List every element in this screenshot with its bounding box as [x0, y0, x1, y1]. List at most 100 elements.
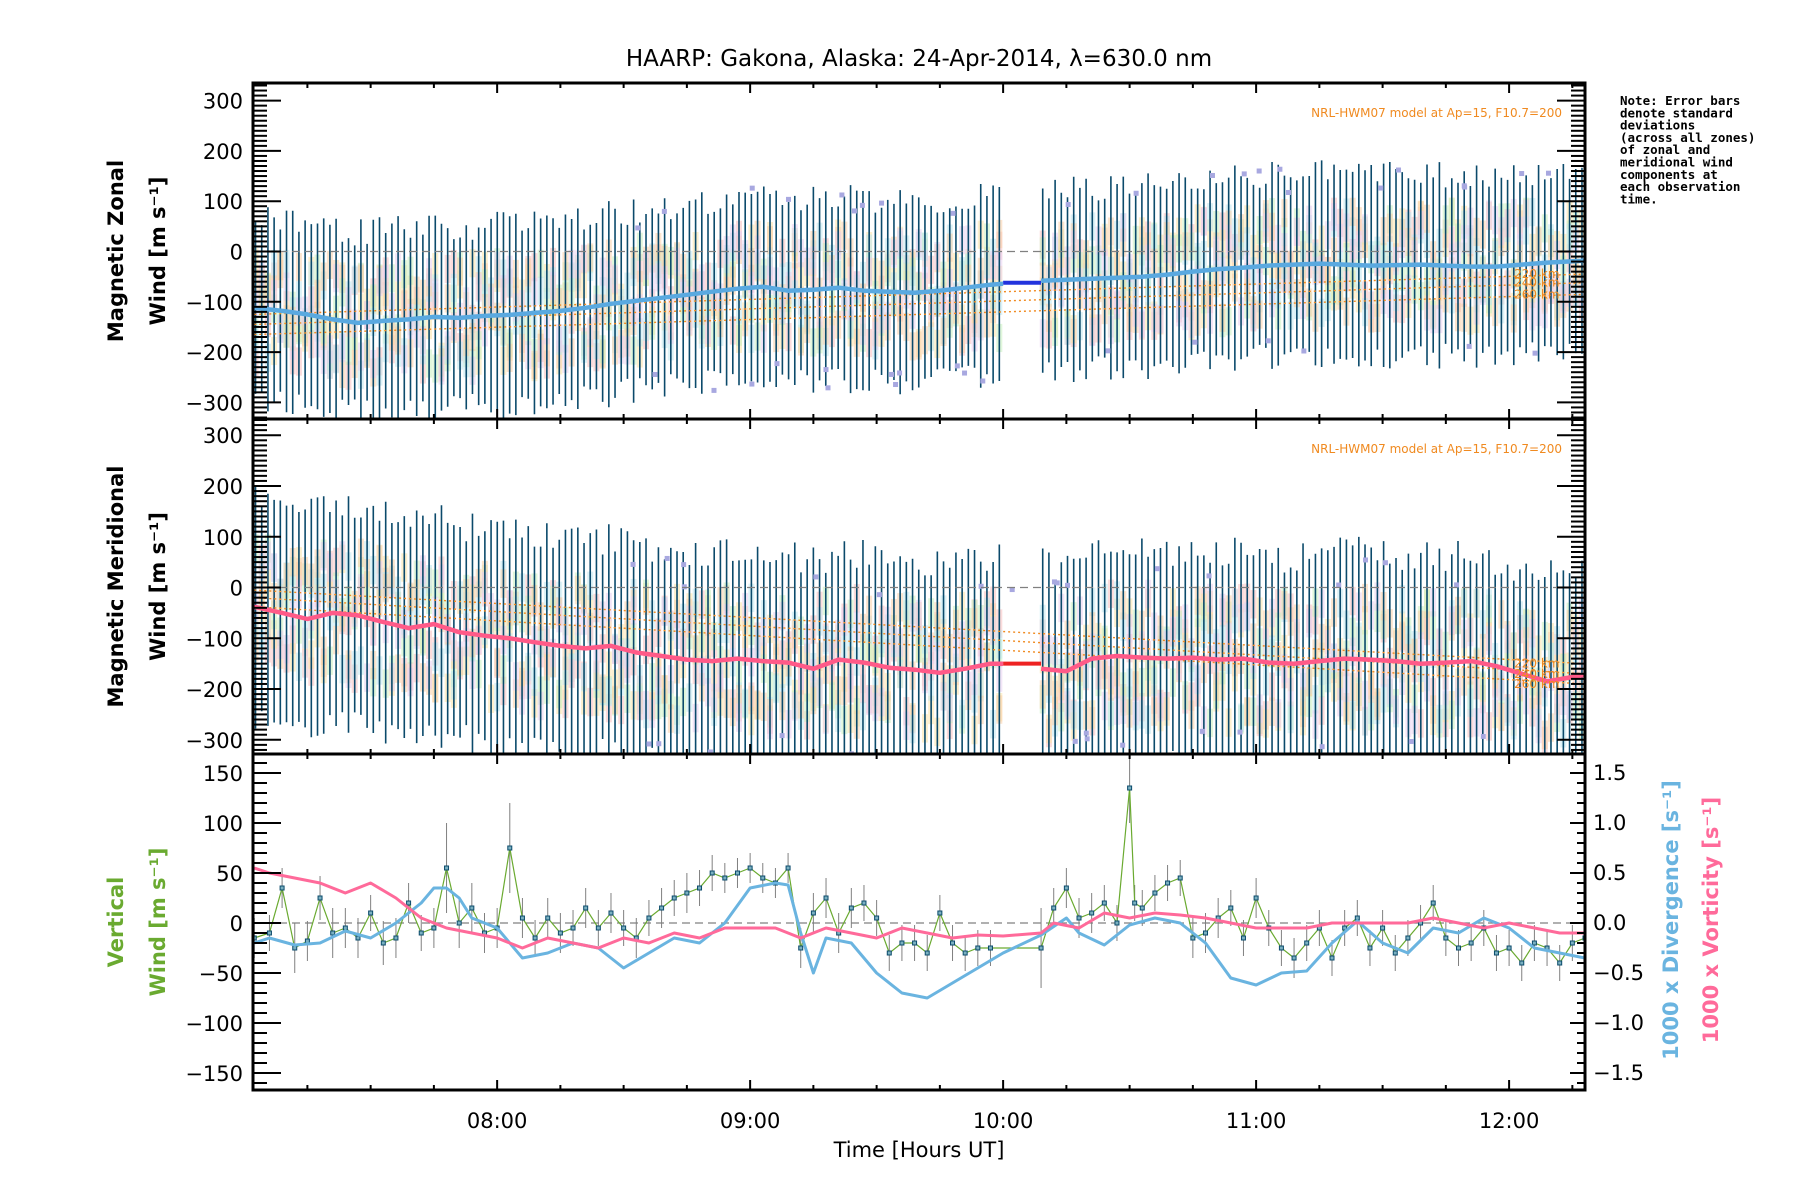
outlier-point	[630, 561, 636, 567]
y-tick-label: 100	[203, 812, 243, 836]
outlier-point	[1133, 190, 1139, 196]
outlier-point	[1072, 738, 1078, 744]
vertical-wind-point	[1253, 895, 1259, 901]
model-km-label: 240 km	[1514, 276, 1559, 290]
outlier-point	[785, 196, 791, 202]
y2-tick-label: −1.5	[1593, 1061, 1644, 1085]
outlier-point	[1241, 171, 1247, 177]
y-axis-label: Wind [m s⁻¹]	[146, 512, 170, 661]
vertical-wind-point	[266, 930, 272, 936]
vertical-wind-point	[937, 910, 943, 916]
outlier-point	[1480, 733, 1486, 739]
y-axis-label: Magnetic Zonal	[104, 160, 128, 342]
vertical-wind-line	[254, 787, 1585, 965]
vertical-wind-point	[1519, 960, 1525, 966]
vertical-wind-point	[1203, 930, 1209, 936]
outlier-point	[907, 767, 912, 772]
outlier-point	[749, 185, 755, 191]
vertical-wind-point	[1278, 945, 1284, 951]
vertical-wind-point	[570, 925, 576, 931]
y-tick-label: 200	[203, 475, 243, 499]
model-km-label: 220 km	[1514, 657, 1559, 671]
vertical-wind-point	[886, 950, 892, 956]
x-axis: 08:00 09:00 10:00 11:00 12:00	[467, 1109, 1539, 1133]
outlier-point	[656, 741, 662, 747]
outlier-point	[863, 761, 868, 766]
vertical-wind-point	[1557, 960, 1563, 966]
model-line-260km	[254, 606, 1585, 685]
vertical-wind-point	[557, 930, 563, 936]
outlier-point	[1209, 172, 1215, 178]
outlier-point	[1065, 202, 1071, 208]
vertical-wind-point	[1240, 935, 1246, 941]
outlier-point	[859, 202, 865, 208]
y2-tick-label: 1.5	[1593, 761, 1626, 785]
vertical-wind-point	[1132, 900, 1138, 906]
vertical-wind-point	[1506, 945, 1512, 951]
outlier-point	[1336, 582, 1342, 588]
vertical-wind-point	[1493, 950, 1499, 956]
vertical-wind-point	[646, 915, 652, 921]
outlier-point	[893, 382, 899, 388]
outlier-point	[1301, 348, 1307, 354]
outlier-point	[1382, 560, 1388, 566]
outlier-point	[1277, 166, 1283, 172]
outlier-point	[707, 749, 713, 754]
vertical-wind-point	[380, 940, 386, 946]
vertical-wind-point	[810, 910, 816, 916]
vertical-wind-point	[355, 935, 361, 941]
vertical-wind-point	[734, 870, 740, 876]
vertical-wind-point	[987, 945, 993, 951]
outlier-point	[1105, 348, 1111, 354]
model-note: NRL-HWM07 model at Ap=15, F10.7=200	[1311, 106, 1562, 120]
vertical-wind-point	[368, 910, 374, 916]
vertical-wind-point	[1190, 935, 1196, 941]
x-tick-label: 11:00	[1226, 1109, 1287, 1133]
mean-wind-line	[253, 604, 1004, 676]
outlier-point	[839, 192, 845, 198]
y2-tick-label: 0.5	[1593, 861, 1626, 885]
vertical-wind-point	[747, 865, 753, 871]
y-tick-label: −200	[185, 341, 243, 365]
outlier-point	[1285, 189, 1291, 195]
y-tick-label: 100	[203, 190, 243, 214]
outlier-point	[1466, 343, 1472, 349]
note-line: deviations	[1620, 118, 1695, 133]
vertical-wind-point	[1304, 940, 1310, 946]
y-tick-label: −200	[185, 678, 243, 702]
model-line-260km	[254, 293, 1585, 336]
note-line: Note: Error bars	[1620, 93, 1740, 108]
vertical-wind-point	[1291, 955, 1297, 961]
outlier-point	[1396, 167, 1402, 173]
vertical-wind-point	[507, 845, 513, 851]
y-tick-label: −150	[185, 1062, 243, 1086]
outlier-point	[661, 208, 667, 214]
vorticity-line	[253, 866, 1585, 950]
vertical-wind-point	[874, 915, 880, 921]
outlier-point	[954, 363, 960, 369]
vertical-wind-point	[1127, 785, 1133, 791]
outlier-point	[652, 371, 658, 377]
vertical-wind-point	[684, 890, 690, 896]
outlier-point	[823, 367, 829, 373]
vertical-wind-point	[1089, 910, 1095, 916]
outlier-point	[1237, 729, 1243, 735]
outlier-point	[1154, 566, 1160, 572]
vertical-wind-point	[1114, 920, 1120, 926]
y2-tick-label: −0.5	[1593, 961, 1644, 985]
y-tick-label: 50	[216, 862, 243, 886]
vertical-wind-point	[469, 905, 475, 911]
outlier-point	[978, 583, 984, 589]
vertical-wind-point	[848, 905, 854, 911]
vertical-wind-point	[1430, 900, 1436, 906]
outlier-point	[1462, 184, 1468, 190]
y-axis-label: Wind [m s⁻¹]	[146, 177, 170, 326]
outlier-point	[774, 361, 780, 367]
y-tick-label: 0	[230, 577, 243, 601]
divergence-axis-label: 1000 x Divergence [s⁻¹]	[1659, 780, 1683, 1060]
y-tick-label: 300	[203, 90, 243, 114]
vertical-wind-point	[456, 920, 462, 926]
